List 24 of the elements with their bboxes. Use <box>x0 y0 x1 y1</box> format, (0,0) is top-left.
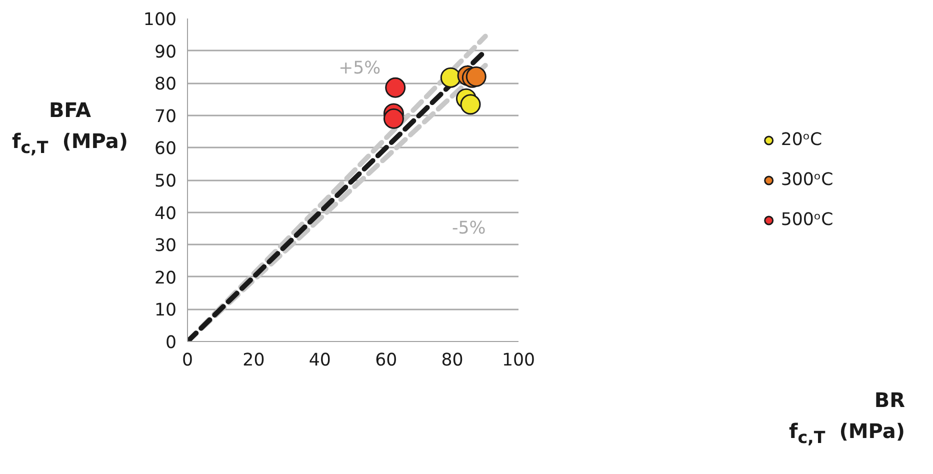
legend-label: 20ᵒC <box>780 130 822 150</box>
legend-label: 300ᵒC <box>780 170 834 190</box>
x-tick-label: 60 <box>375 350 398 370</box>
x-tick-label: 80 <box>441 350 464 370</box>
y-tick-label: 10 <box>154 300 177 321</box>
x-tick-label: 20 <box>242 350 265 370</box>
y-tick-label: 40 <box>154 204 177 224</box>
x-tick-label: 0 <box>182 350 194 370</box>
y-tick-label: 60 <box>154 139 177 160</box>
y-tick-label: 90 <box>154 42 177 62</box>
x-tick-label: 40 <box>308 350 331 370</box>
y-tick-label: 80 <box>154 74 177 95</box>
legend-label: 500ᵒC <box>780 210 834 230</box>
y-tick-label: 20 <box>154 268 177 288</box>
y-tick-label: 100 <box>143 10 177 30</box>
y-tick-label: 50 <box>154 172 177 192</box>
y-tick-label: 0 <box>165 333 177 353</box>
annotation: -5% <box>452 218 486 238</box>
text: BFA f$_{c,T}$ (MPa) <box>12 98 128 157</box>
text: BR f$_{c,T}$ (MPa) <box>788 388 905 447</box>
y-tick-label: 70 <box>154 106 177 127</box>
x-tick-label: 100 <box>502 350 536 370</box>
annotation: +5% <box>338 58 381 79</box>
y-tick-label: 30 <box>154 236 177 256</box>
